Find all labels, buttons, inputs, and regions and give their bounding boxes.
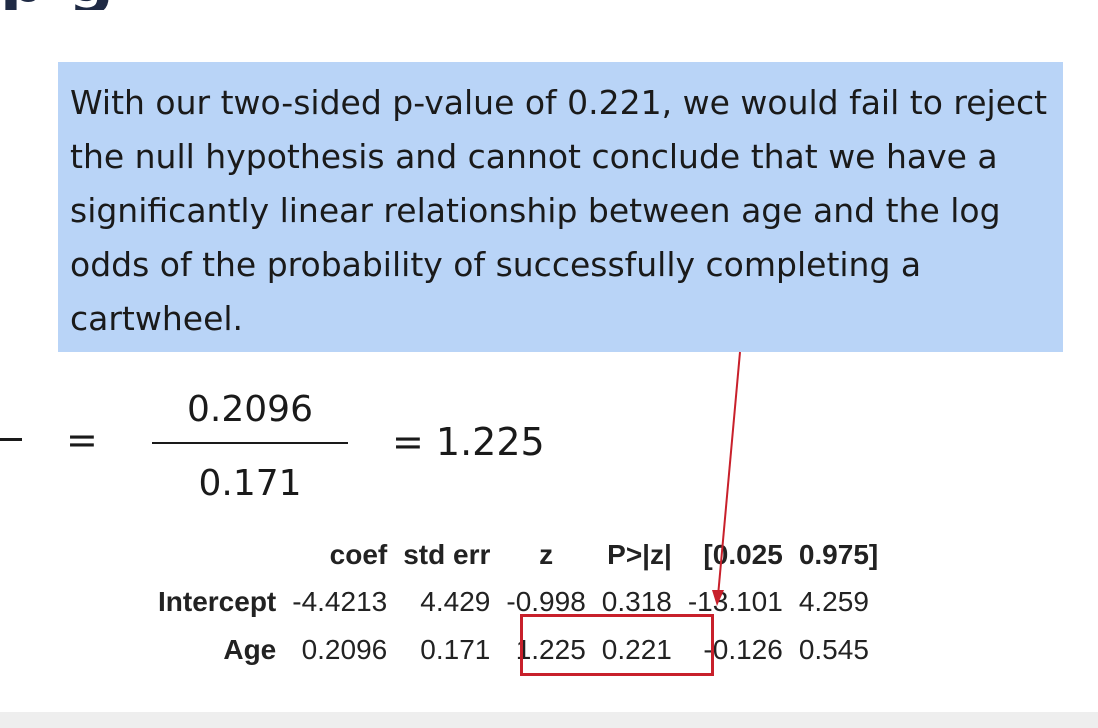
header-cell: std err [403, 539, 491, 570]
table-cell: -0.126 [703, 634, 783, 665]
header-cell: [0.025 [703, 539, 783, 570]
table-row: Intercept -4.4213 4.429 -0.998 0.318 -13… [150, 578, 886, 626]
table-cell: 0.318 [601, 586, 672, 617]
numerator: 0.2096 [187, 389, 313, 430]
callout-box: With our two-sided p-value of 0.221, we … [58, 62, 1063, 352]
highlight-box [520, 614, 714, 676]
slide-title-partial: p g [0, 0, 1098, 10]
header-cell [150, 532, 284, 578]
table-cell: 1.225 [515, 634, 586, 665]
equation-left-dash [0, 438, 22, 441]
row-label: Intercept [158, 586, 277, 617]
header-cell: coef [329, 539, 388, 570]
table-cell: -4.4213 [292, 586, 388, 617]
table-cell: -0.998 [506, 586, 586, 617]
table-cell: 4.429 [420, 586, 491, 617]
equals-sign: = [66, 418, 98, 462]
row-label: Age [223, 634, 277, 665]
header-cell: 0.975] [798, 539, 879, 570]
bottom-bar [0, 712, 1098, 728]
fraction-bar [152, 442, 348, 444]
callout-text: With our two-sided p-value of 0.221, we … [70, 83, 1048, 338]
table-cell: 0.221 [601, 634, 672, 665]
table-header-row: coef std err z P>|z| [0.025 0.975] [150, 532, 886, 578]
table-cell: 4.259 [798, 586, 869, 617]
denominator: 0.171 [198, 463, 302, 504]
regression-table: coef std err z P>|z| [0.025 0.975] Inter… [150, 532, 886, 674]
table-cell: 0.2096 [301, 634, 388, 665]
header-cell: z [539, 539, 554, 570]
table-cell: 0.545 [798, 634, 869, 665]
header-cell: P>|z| [607, 539, 672, 570]
table-row: Age 0.2096 0.171 1.225 0.221 -0.126 0.54… [150, 626, 886, 674]
table-cell: 0.171 [420, 634, 491, 665]
fraction: 0.2096 0.171 [152, 388, 348, 506]
equation-result: = 1.225 [392, 420, 545, 464]
